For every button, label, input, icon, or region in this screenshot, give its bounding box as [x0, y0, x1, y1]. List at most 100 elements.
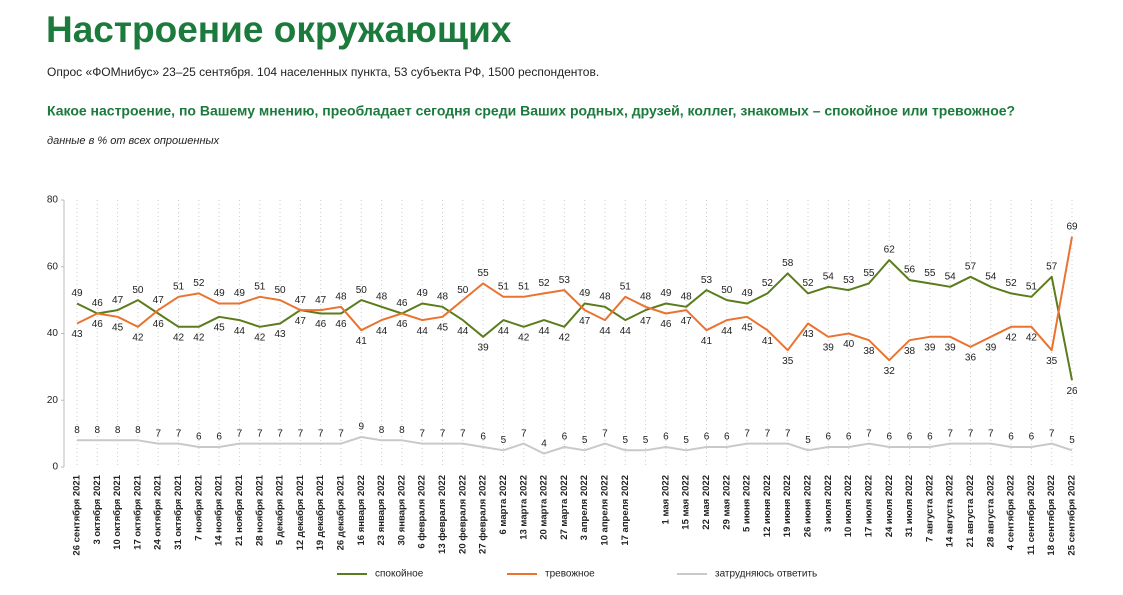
value-label: 52	[538, 278, 550, 289]
value-label: 47	[681, 316, 693, 327]
x-tick-label: 21 ноября 2021	[234, 474, 245, 546]
x-tick-label: 10 октября 2021	[112, 474, 123, 550]
value-label: 7	[237, 428, 243, 439]
value-label: 44	[417, 326, 429, 337]
value-label: 5	[805, 435, 811, 446]
value-label: 6	[927, 432, 933, 443]
value-label: 32	[884, 366, 896, 377]
x-tick-label: 10 июля 2022	[843, 475, 854, 537]
value-label: 44	[620, 326, 632, 337]
x-tick-label: 10 апреля 2022	[599, 475, 610, 546]
value-label: 45	[112, 322, 124, 333]
value-label: 51	[173, 281, 185, 292]
value-label: 41	[762, 336, 774, 347]
value-label: 47	[295, 295, 307, 306]
value-label: 43	[802, 329, 814, 340]
value-label: 7	[460, 428, 466, 439]
value-label: 7	[298, 428, 304, 439]
value-label: 35	[782, 356, 794, 367]
value-label: 48	[376, 291, 388, 302]
x-tick-label: 31 октября 2021	[173, 474, 184, 550]
value-label: 42	[193, 332, 205, 343]
value-label: 56	[904, 265, 916, 276]
x-tick-label: 5 июня 2022	[742, 475, 753, 532]
x-tick-label: 3 октября 2021	[92, 474, 103, 544]
value-label: 47	[153, 295, 165, 306]
value-label: 46	[92, 319, 104, 330]
x-tick-label: 12 июня 2022	[762, 475, 773, 537]
value-label: 7	[988, 428, 994, 439]
value-label: 48	[335, 291, 347, 302]
legend-label: спокойное	[375, 569, 424, 580]
x-tick-label: 17 апреля 2022	[620, 475, 631, 546]
y-tick-label: 40	[47, 328, 59, 339]
value-label: 6	[886, 432, 892, 443]
value-label: 49	[417, 288, 429, 299]
x-tick-label: 27 февраля 2022	[478, 475, 489, 554]
x-tick-label: 13 февраля 2022	[437, 475, 448, 554]
value-label: 6	[196, 432, 202, 443]
x-tick-label: 7 ноября 2021	[193, 474, 204, 540]
x-tick-label: 5 декабря 2021	[275, 474, 286, 545]
x-tick-label: 15 мая 2022	[681, 475, 692, 530]
x-tick-label: 16 января 2022	[356, 475, 367, 545]
value-label: 39	[478, 342, 490, 353]
y-tick-label: 20	[47, 395, 59, 406]
value-label: 35	[1046, 356, 1058, 367]
x-tick-label: 20 марта 2022	[539, 475, 550, 540]
value-label: 54	[985, 271, 997, 282]
chart-title: Настроение окружающих	[46, 9, 512, 50]
value-label: 6	[704, 432, 710, 443]
value-label: 52	[1006, 278, 1018, 289]
x-tick-label: 7 августа 2022	[924, 475, 935, 542]
value-label: 49	[660, 288, 672, 299]
x-tick-label: 11 сентября 2022	[1026, 475, 1037, 555]
value-label: 44	[376, 326, 388, 337]
value-label: 46	[660, 319, 672, 330]
x-tick-label: 25 сентября 2022	[1067, 475, 1078, 556]
value-label: 52	[762, 278, 774, 289]
value-label: 50	[356, 285, 368, 296]
series-line	[76, 259, 1073, 381]
value-label: 54	[945, 271, 957, 282]
value-label: 49	[579, 288, 591, 299]
value-label: 5	[582, 435, 588, 446]
value-label: 8	[399, 425, 405, 436]
value-label: 47	[295, 316, 307, 327]
value-label: 53	[559, 275, 571, 286]
x-tick-label: 29 мая 2022	[721, 475, 732, 530]
value-label: 45	[214, 322, 226, 333]
value-label: 8	[379, 425, 385, 436]
legend-label: тревожное	[545, 569, 595, 580]
value-label: 42	[1026, 332, 1038, 343]
value-label: 26	[1066, 386, 1078, 397]
value-label: 46	[335, 319, 347, 330]
value-label: 42	[254, 332, 266, 343]
value-label: 5	[622, 435, 628, 446]
value-label: 52	[802, 278, 814, 289]
value-label: 44	[538, 326, 550, 337]
value-label: 47	[112, 295, 124, 306]
value-label: 6	[480, 432, 486, 443]
value-label: 55	[924, 268, 936, 279]
x-tick-label: 30 января 2022	[396, 475, 407, 545]
value-label: 6	[216, 432, 222, 443]
value-label: 47	[579, 316, 591, 327]
value-label: 57	[1046, 261, 1058, 272]
value-label: 46	[396, 298, 408, 309]
value-label: 5	[643, 435, 649, 446]
value-label: 48	[437, 291, 449, 302]
x-tick-label: 3 июля 2022	[823, 475, 834, 532]
x-tick-label: 4 сентября 2022	[1006, 475, 1017, 550]
value-label: 51	[620, 281, 632, 292]
value-label: 52	[193, 278, 205, 289]
value-label: 42	[518, 332, 530, 343]
value-label: 7	[968, 428, 974, 439]
value-label: 42	[559, 332, 571, 343]
x-tick-label: 28 августа 2022	[985, 475, 996, 547]
value-label: 55	[863, 268, 875, 279]
x-tick-label: 19 декабря 2021	[315, 474, 326, 550]
x-tick-label: 19 июня 2022	[782, 475, 793, 537]
x-tick-label: 23 января 2022	[376, 475, 387, 545]
x-tick-label: 6 марта 2022	[498, 475, 509, 535]
